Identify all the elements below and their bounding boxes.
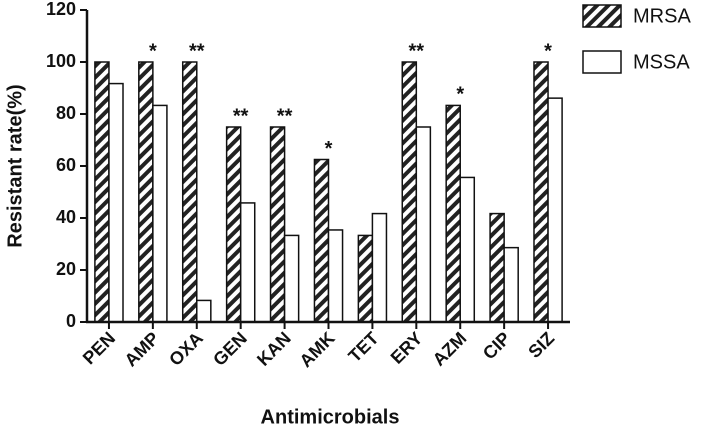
x-tick-label: AMK [296,328,339,371]
x-tick-label: KAN [253,328,295,370]
bar [196,299,212,323]
x-tick-label: CIP [479,328,514,363]
significance-mark: * [325,138,333,160]
bar [459,176,476,323]
bar [225,126,242,323]
bar [533,61,549,323]
bar [269,126,286,323]
significance-mark: * [456,84,464,106]
y-axis-label: Resistant rate(%) [4,84,26,247]
bar [108,82,124,323]
bar [313,158,330,323]
bar [503,246,519,323]
bar [239,202,256,323]
significance-mark: ** [277,105,293,127]
bar [357,234,374,323]
x-tick-label: PEN [79,328,119,368]
y-tick-label: 120 [46,0,76,19]
x-tick-label: AZM [429,328,471,370]
x-tick-label: SIZ [524,328,558,362]
legend-label: MRSA [633,5,691,27]
y-tick-label: 0 [66,311,76,331]
x-tick-label: OXA [165,328,207,370]
significance-mark: * [544,40,552,62]
bar [94,61,110,323]
y-tick-label: 80 [56,103,76,123]
x-axis-label: Antimicrobials [261,406,400,428]
x-tick-label: ERY [387,328,427,368]
bar [138,61,154,323]
bar [489,212,505,323]
x-tick-label: GEN [209,328,251,370]
significance-mark: ** [409,40,425,62]
significance-mark: ** [189,40,205,62]
significance-mark: * [149,40,157,62]
y-tick-label: 100 [46,51,76,71]
bar [415,126,432,323]
bar [181,61,198,323]
x-tick-label: TET [344,328,382,366]
bar [152,104,168,323]
legend-swatch [582,4,622,28]
x-tick-label: AMP [121,328,163,370]
bar [283,234,300,323]
bar [547,97,563,323]
bar [371,212,388,323]
bar [327,229,344,323]
legend-swatch [582,50,622,74]
legend-label: MSSA [633,51,690,73]
significance-mark: ** [233,105,249,127]
bar [401,61,418,323]
y-tick-label: 40 [56,207,76,227]
y-tick-label: 60 [56,155,76,175]
y-tick-label: 20 [56,259,76,279]
bar [445,104,461,323]
